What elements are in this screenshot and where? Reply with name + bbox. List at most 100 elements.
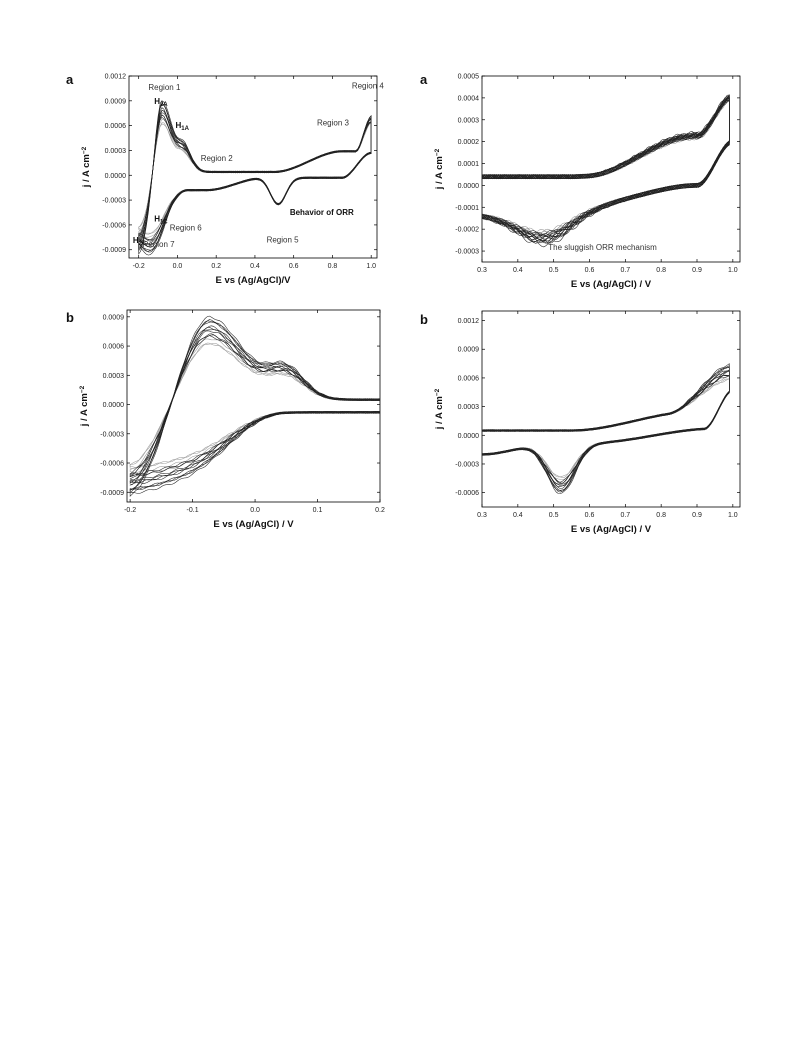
y-tick-label: 0.0003 — [105, 148, 127, 155]
x-axis-title: E vs (Ag/AgCl) / V — [571, 279, 652, 290]
cv-cycle-trace — [482, 95, 730, 248]
cv-cycle-trace — [129, 319, 380, 493]
y-tick-label: -0.0006 — [100, 461, 124, 468]
x-tick-label: 0.8 — [656, 267, 666, 274]
annotation-label: H2A — [154, 97, 168, 108]
y-tick-label: 0.0005 — [458, 74, 480, 81]
y-tick-label: 0.0000 — [105, 173, 127, 180]
y-tick-label: 0.0000 — [458, 183, 480, 190]
y-tick-label: -0.0003 — [102, 198, 126, 205]
y-tick-label: -0.0001 — [455, 205, 479, 212]
y-tick-label: 0.0000 — [458, 433, 480, 440]
x-tick-label: 0.6 — [585, 267, 595, 274]
cv-cycle-trace — [129, 325, 380, 486]
x-tick-label: 0.8 — [328, 263, 338, 270]
cv-cycle-trace — [129, 342, 380, 469]
cv-cycle-trace — [129, 335, 380, 475]
y-tick-label: -0.0006 — [455, 490, 479, 497]
y-tick-label: 0.0001 — [458, 161, 480, 168]
annotation-label: Region 4 — [352, 81, 385, 90]
y-tick-label: -0.0003 — [455, 461, 479, 468]
panel-letter: b — [420, 312, 428, 327]
panel-letter: a — [66, 72, 74, 87]
y-tick-label: 0.0003 — [458, 117, 480, 124]
y-tick-label: 0.0012 — [105, 74, 127, 81]
plot-frame — [481, 75, 741, 263]
annotation-label: Region 7 — [143, 240, 176, 249]
x-tick-label: 0.3 — [477, 267, 487, 274]
annotation-label: Region 6 — [170, 224, 203, 233]
annotation-label: Region 2 — [201, 154, 234, 163]
x-tick-label: 0.7 — [620, 267, 630, 274]
y-tick-label: -0.0009 — [100, 490, 124, 497]
y-tick-label: 0.0009 — [103, 314, 125, 321]
x-tick-label: 0.9 — [692, 267, 702, 274]
x-tick-label: 0.7 — [620, 512, 630, 519]
y-tick-label: -0.0006 — [102, 222, 126, 229]
annotation-label: Behavior of ORR — [290, 208, 354, 217]
cv-cycle-trace — [482, 98, 730, 244]
cv-traces — [129, 315, 380, 497]
y-tick-label: 0.0004 — [458, 95, 480, 102]
x-tick-label: 0.3 — [477, 512, 487, 519]
x-tick-label: 0.2 — [211, 263, 221, 270]
y-tick-label: 0.0009 — [458, 347, 480, 354]
y-axis-title: j / A cm−2 — [81, 146, 92, 188]
annotation-label: Region 1 — [148, 83, 181, 92]
y-axis-title: j / A cm−2 — [79, 385, 90, 427]
x-tick-label: -0.2 — [133, 263, 145, 270]
y-tick-label: 0.0002 — [458, 139, 480, 146]
x-tick-label: 0.0 — [250, 507, 260, 514]
cv-cycle-trace — [129, 315, 380, 497]
y-tick-label: 0.0012 — [458, 318, 480, 325]
y-tick-label: 0.0000 — [103, 402, 125, 409]
x-tick-label: 0.4 — [513, 267, 523, 274]
cv-traces — [138, 100, 372, 256]
annotation-label: H1C — [154, 215, 168, 226]
cv-traces — [482, 94, 730, 248]
cv-cycle-trace — [129, 343, 380, 469]
y-tick-label: 0.0006 — [458, 375, 480, 382]
cv-cycle-trace — [482, 370, 730, 487]
x-axis-title: E vs (Ag/AgCl) / V — [571, 524, 652, 535]
cv-cycle-trace — [129, 330, 380, 481]
panel-letter: a — [420, 72, 428, 87]
annotation-label: H2C — [133, 236, 147, 247]
x-tick-label: 0.2 — [375, 507, 385, 514]
y-tick-label: 0.0006 — [103, 344, 125, 351]
y-tick-label: -0.0003 — [100, 431, 124, 438]
y-tick-label: -0.0003 — [455, 249, 479, 256]
annotation-label: Region 3 — [317, 119, 350, 128]
plot-frame — [128, 75, 378, 259]
x-tick-label: -0.2 — [124, 507, 136, 514]
y-tick-label: 0.0003 — [103, 373, 125, 380]
cv-cycle-trace — [129, 329, 380, 483]
x-tick-label: 0.6 — [585, 512, 595, 519]
cv-cycle-trace — [138, 104, 372, 252]
y-tick-label: 0.0006 — [105, 123, 127, 130]
panel-letter: b — [66, 310, 74, 325]
y-tick-label: 0.0009 — [105, 98, 127, 105]
x-tick-label: 0.8 — [656, 512, 666, 519]
x-tick-label: 1.0 — [366, 263, 376, 270]
y-tick-label: -0.0009 — [102, 247, 126, 254]
annotation-label: H1A — [176, 121, 190, 132]
cv-cycle-trace — [482, 365, 730, 491]
x-tick-label: 0.1 — [313, 507, 323, 514]
x-tick-label: 0.6 — [289, 263, 299, 270]
y-tick-label: 0.0003 — [458, 404, 480, 411]
plot-frame — [481, 310, 741, 508]
x-tick-label: 1.0 — [728, 512, 738, 519]
y-axis-title: j / A cm−2 — [434, 388, 445, 430]
cv-traces — [482, 363, 730, 494]
x-tick-label: 0.4 — [513, 512, 523, 519]
x-tick-label: 0.9 — [692, 512, 702, 519]
x-tick-label: 0.4 — [250, 263, 260, 270]
cv-cycle-trace — [129, 320, 380, 492]
annotation-label: The sluggish ORR mechanism — [548, 243, 657, 252]
x-tick-label: 0.0 — [173, 263, 183, 270]
